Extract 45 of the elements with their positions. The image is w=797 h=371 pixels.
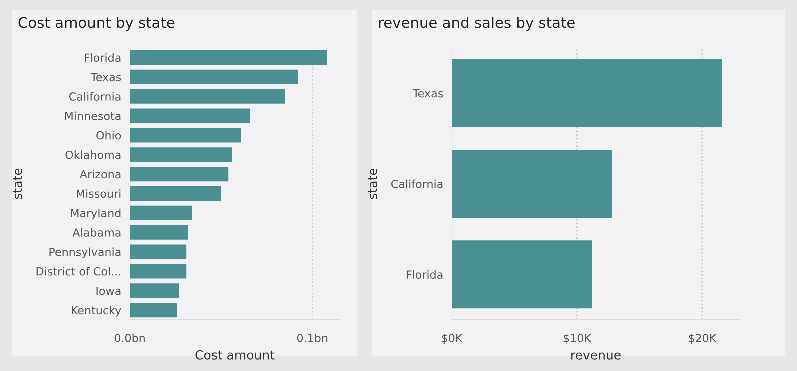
bar: [130, 186, 222, 201]
y-tick-label: Texas: [412, 89, 444, 98]
bar: [452, 240, 592, 309]
y-tick-label: Ohio: [96, 131, 122, 140]
bar: [130, 70, 298, 84]
x-tick-label: 0.1bn: [297, 334, 328, 342]
x-tick-label: $20K: [689, 334, 717, 344]
bar: [452, 150, 612, 218]
bar: [130, 244, 187, 260]
bar: [130, 148, 232, 162]
y-tick-label: Minnesota: [65, 112, 121, 120]
x-tick-label: $10K: [564, 334, 592, 344]
y-tick-label: Kentucky: [72, 306, 122, 317]
y-tick-label: Oklahoma: [66, 150, 121, 160]
y-tick-label: District of Col...: [36, 267, 120, 276]
y-tick-label: Texas: [90, 73, 122, 82]
y-tick-label: Iowa: [96, 286, 121, 296]
y-tick-label: Missouri: [77, 189, 121, 198]
y-tick-label: Maryland: [71, 208, 121, 220]
y-tick-label: Alabama: [72, 228, 121, 237]
y-tick-label: California: [70, 92, 121, 101]
bar: [130, 225, 188, 240]
x-tick-label: 0.0bn: [114, 334, 145, 342]
y-tick-label: Arizona: [80, 170, 121, 179]
chart-title: revenue and sales by state: [379, 16, 575, 32]
bar: [130, 284, 180, 298]
bar: [130, 206, 192, 220]
bar: [130, 108, 251, 124]
y-tick-label: Florida: [406, 270, 443, 280]
bar: [130, 167, 229, 182]
bar: [130, 89, 286, 104]
chart-title: Cost amount by state: [18, 16, 175, 32]
y-tick-label: California: [392, 180, 443, 188]
y-axis-title: state: [368, 168, 378, 200]
x-axis-title: revenue: [572, 352, 621, 360]
x-axis-title: Cost amount: [196, 350, 275, 360]
x-tick-label: $0K: [442, 334, 463, 344]
bar: [130, 50, 328, 65]
y-tick-label: Pennsylvania: [50, 248, 121, 259]
y-tick-label: Florida: [84, 53, 121, 62]
bar: [452, 59, 722, 128]
bar: [130, 303, 178, 318]
bar: [130, 264, 187, 279]
y-axis-title: state: [13, 168, 22, 200]
bar: [130, 128, 242, 143]
